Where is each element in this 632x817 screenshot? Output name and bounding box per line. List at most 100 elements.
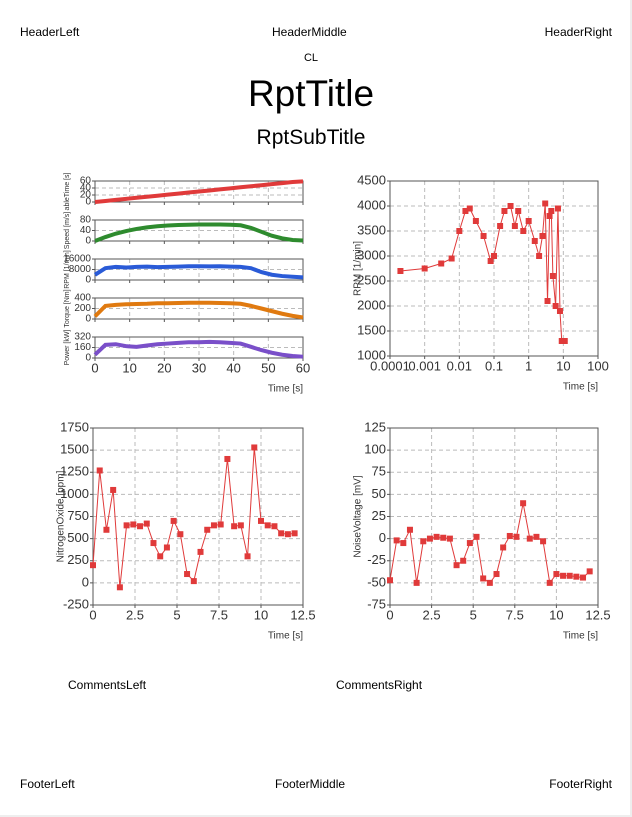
- data-point: [143, 520, 150, 527]
- y-tick-label: 0: [379, 530, 386, 545]
- data-point: [525, 218, 532, 224]
- data-point: [400, 540, 407, 547]
- data-point: [244, 553, 251, 560]
- series-line: [94, 222, 304, 243]
- data-point: [460, 557, 467, 564]
- data-point: [440, 534, 447, 541]
- x-axis-label: Time [s]: [268, 384, 303, 395]
- data-point: [493, 571, 500, 578]
- data-point: [393, 537, 400, 544]
- x-tick-label: 30: [192, 360, 206, 375]
- y-tick-label: -25: [367, 552, 386, 567]
- data-point: [184, 571, 191, 578]
- comments-right: CommentsRight: [336, 678, 423, 692]
- data-point: [486, 579, 493, 586]
- data-point: [561, 338, 568, 344]
- plot-frame: [94, 297, 304, 320]
- x-tick-label: 12.5: [585, 607, 610, 622]
- data-point: [487, 258, 494, 264]
- data-point: [397, 268, 404, 274]
- y-tick-label: 160: [74, 342, 91, 353]
- data-point: [453, 562, 460, 569]
- data-point: [552, 303, 559, 309]
- data-point: [258, 517, 264, 524]
- y-tick-label: 1000: [357, 347, 386, 362]
- x-tick-label: 2.5: [423, 607, 441, 622]
- data-point: [456, 228, 463, 234]
- data-point: [170, 517, 177, 524]
- data-point: [539, 233, 546, 239]
- data-point: [237, 522, 244, 529]
- x-tick-label: 10: [549, 607, 563, 622]
- data-point: [480, 233, 487, 239]
- data-point: [553, 571, 560, 578]
- data-point: [264, 522, 271, 529]
- data-point: [513, 533, 520, 540]
- data-point: [520, 500, 527, 507]
- x-tick-label: 0.001: [408, 358, 441, 373]
- x-tick-label: 0: [386, 607, 393, 622]
- data-point: [137, 523, 144, 530]
- y-tick-label: 75: [372, 464, 386, 479]
- data-point: [548, 208, 555, 214]
- data-point: [515, 208, 522, 214]
- data-point: [426, 535, 433, 542]
- x-tick-label: 60: [296, 360, 310, 375]
- data-point: [163, 544, 170, 551]
- x-tick-label: 0.0001: [370, 358, 410, 373]
- data-point: [506, 532, 513, 539]
- data-point: [387, 577, 393, 584]
- plot-frame: [94, 258, 304, 281]
- y-tick-label: 3500: [357, 222, 386, 237]
- x-axis-label: Time [s]: [563, 382, 598, 393]
- data-point: [560, 572, 567, 579]
- series-line: [93, 300, 304, 320]
- header-middle: HeaderMiddle: [272, 25, 347, 39]
- data-point: [438, 260, 445, 267]
- y-axis-label: NoiseVoltage [mV]: [353, 475, 364, 557]
- y-axis-label: RPM [1/min]: [353, 241, 364, 296]
- y-tick-label: 20: [80, 190, 92, 201]
- y-tick-label: 0: [85, 275, 91, 286]
- data-point: [251, 444, 258, 451]
- data-point: [556, 308, 563, 314]
- plot-frame: [94, 219, 304, 242]
- data-point: [217, 521, 224, 528]
- data-point: [497, 223, 504, 229]
- y-axis-label: NitrogenOxide [ppm]: [56, 470, 67, 562]
- y-tick-label: 200: [74, 303, 91, 314]
- y-tick-label: 100: [364, 442, 386, 457]
- data-point: [231, 523, 238, 530]
- x-tick-label: 0: [91, 360, 98, 375]
- data-point: [472, 218, 479, 224]
- plot-frame: [94, 180, 304, 203]
- y-tick-label: 0: [85, 197, 91, 208]
- header-right: HeaderRight: [544, 25, 612, 39]
- y-axis-label: Power [kW]: [64, 330, 71, 366]
- footer-left: FooterLeft: [20, 777, 75, 791]
- y-tick-label: 4000: [357, 197, 386, 212]
- data-point: [580, 574, 587, 581]
- data-point: [90, 562, 96, 569]
- data-point: [466, 205, 473, 212]
- data-point: [542, 200, 549, 207]
- data-point: [549, 273, 556, 279]
- x-tick-label: 0.1: [485, 358, 503, 373]
- data-point: [540, 538, 547, 545]
- y-tick-label: -250: [63, 596, 89, 611]
- data-point: [507, 203, 514, 209]
- data-point: [546, 213, 553, 219]
- data-point: [536, 253, 543, 259]
- x-tick-label: 10: [122, 360, 136, 375]
- y-tick-label: 60: [80, 176, 92, 187]
- x-axis-label: Time [s]: [563, 631, 598, 642]
- y-axis-label: RPM [1/min]: [64, 250, 71, 289]
- x-tick-label: 5: [470, 607, 477, 622]
- data-point: [123, 522, 130, 529]
- y-tick-label: 2000: [357, 297, 386, 312]
- x-tick-label: 5: [173, 607, 180, 622]
- data-point: [204, 526, 211, 533]
- x-tick-label: 7.5: [210, 607, 228, 622]
- series-line: [93, 264, 304, 280]
